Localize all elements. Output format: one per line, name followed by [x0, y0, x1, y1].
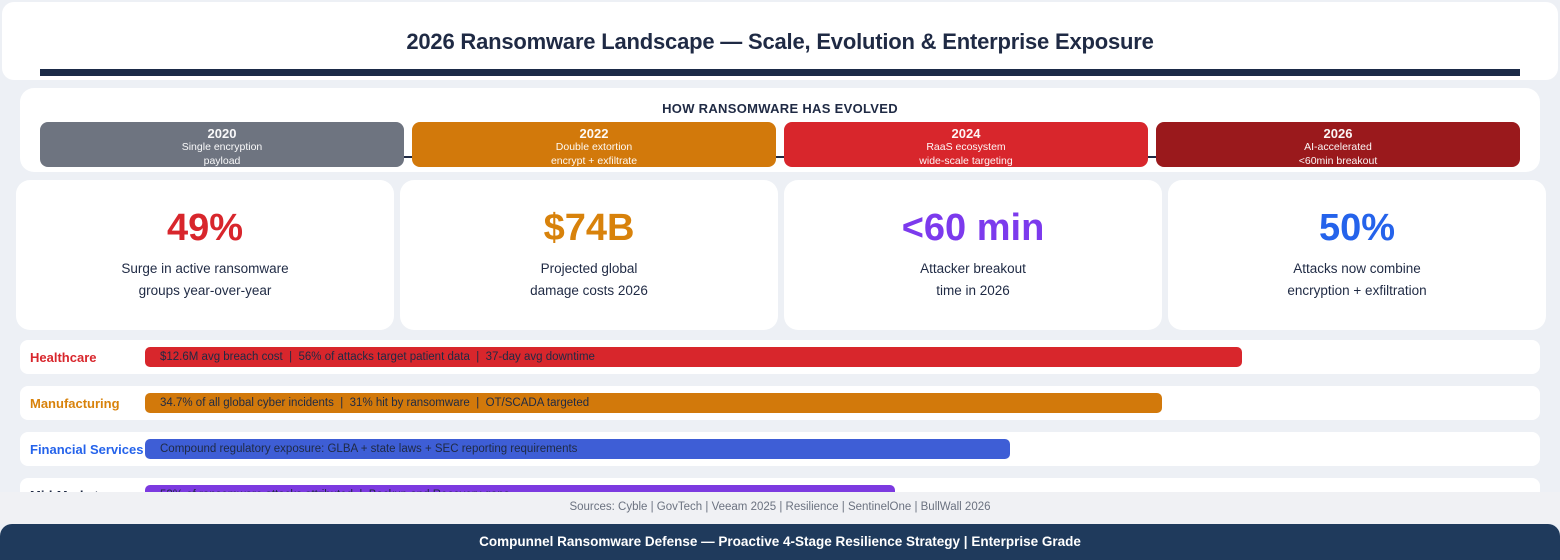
- stage-line: payload: [203, 154, 241, 167]
- stat-caption-line: Attacker breakout: [920, 261, 1026, 276]
- stage-line: AI-accelerated: [1304, 141, 1372, 153]
- stat-cards-row: 49% Surge in active ransomware groups ye…: [16, 180, 1546, 330]
- stat-caption-line: Attacks now combine: [1293, 261, 1421, 276]
- stat-caption-line: time in 2026: [936, 283, 1010, 298]
- stage-line: Single encryption: [181, 141, 263, 153]
- sector-label: Healthcare: [30, 349, 97, 365]
- stage-year: 2024: [951, 126, 981, 141]
- sector-bar-text: Compound regulatory exposure: GLBA + sta…: [160, 443, 578, 455]
- evolution-panel: HOW RANSOMWARE HAS EVOLVED 2020 Single e…: [20, 88, 1540, 172]
- sector-row-healthcare: Healthcare $12.6M avg breach cost | 56% …: [20, 340, 1540, 374]
- sector-bar: Compound regulatory exposure: GLBA + sta…: [145, 439, 1010, 459]
- sector-row-manufacturing: Manufacturing 34.7% of all global cyber …: [20, 386, 1540, 420]
- stat-card-breakout-time: <60 min Attacker breakout time in 2026: [784, 180, 1162, 330]
- stage-year: 2026: [1323, 126, 1353, 141]
- timeline-stage-2024: 2024 RaaS ecosystem wide-scale targeting: [784, 122, 1148, 167]
- evolution-timeline: 2020 Single encryption payload 2022 Doub…: [40, 122, 1520, 167]
- sources-text: Sources: Cyble | GovTech | Veeam 2025 | …: [569, 501, 991, 513]
- stat-value: <60 min: [901, 207, 1045, 249]
- banner-text: Compunnel Ransomware Defense — Proactive…: [479, 534, 1081, 549]
- header-panel: 2026 Ransomware Landscape — Scale, Evolu…: [2, 2, 1558, 80]
- stage-line: encrypt + exfiltrate: [550, 154, 638, 167]
- stat-caption-line: Projected global: [540, 261, 638, 276]
- stat-caption-line: groups year-over-year: [138, 283, 272, 298]
- timeline-stage-2020: 2020 Single encryption payload: [40, 122, 404, 167]
- timeline-connector: [776, 156, 784, 158]
- stage-line: RaaS ecosystem: [926, 141, 1006, 153]
- sector-bar-text: 34.7% of all global cyber incidents | 31…: [160, 397, 590, 409]
- stat-card-combined-attacks: 50% Attacks now combine encryption + exf…: [1168, 180, 1546, 330]
- stat-caption-line: Surge in active ransomware: [121, 261, 289, 276]
- sector-row-financial-services: Financial Services Compound regulatory e…: [20, 432, 1540, 466]
- sources-band: Sources: Cyble | GovTech | Veeam 2025 | …: [0, 492, 1560, 524]
- stage-year: 2022: [579, 126, 609, 141]
- stat-card-ransomware-groups: 49% Surge in active ransomware groups ye…: [16, 180, 394, 330]
- stat-value: 49%: [166, 207, 244, 249]
- stat-value: 50%: [1318, 207, 1396, 249]
- page-title: 2026 Ransomware Landscape — Scale, Evolu…: [406, 29, 1154, 54]
- sector-label: Manufacturing: [30, 395, 120, 411]
- timeline-connector: [1148, 156, 1156, 158]
- evolution-heading: HOW RANSOMWARE HAS EVOLVED: [662, 101, 898, 116]
- stage-line: Double extortion: [555, 141, 633, 153]
- stat-value: $74B: [543, 207, 635, 249]
- timeline-stage-2022: 2022 Double extortion encrypt + exfiltra…: [412, 122, 776, 167]
- sector-bar: $12.6M avg breach cost | 56% of attacks …: [145, 347, 1242, 367]
- stage-year: 2020: [207, 126, 237, 141]
- timeline-stage-2026: 2026 AI-accelerated <60min breakout: [1156, 122, 1520, 167]
- sector-label: Financial Services: [30, 441, 144, 457]
- header-divider: [40, 69, 1520, 76]
- timeline-connector: [404, 156, 412, 158]
- stat-caption-line: encryption + exfiltration: [1287, 283, 1427, 298]
- stat-caption-line: damage costs 2026: [530, 283, 648, 298]
- sector-bar: 34.7% of all global cyber incidents | 31…: [145, 393, 1162, 413]
- stat-card-damage-costs: $74B Projected global damage costs 2026: [400, 180, 778, 330]
- stage-line: <60min breakout: [1298, 154, 1378, 167]
- sector-bar-text: $12.6M avg breach cost | 56% of attacks …: [160, 351, 595, 363]
- stage-line: wide-scale targeting: [919, 154, 1013, 167]
- bottom-banner: Compunnel Ransomware Defense — Proactive…: [0, 524, 1560, 560]
